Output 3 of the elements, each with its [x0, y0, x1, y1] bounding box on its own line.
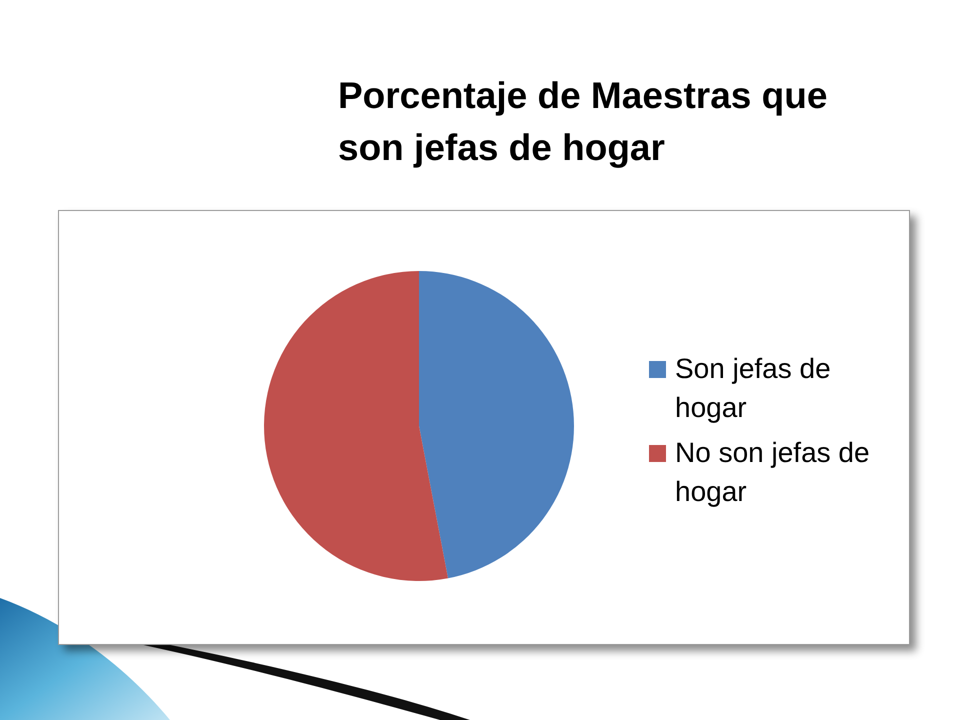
legend-label: No son jefas de hogar — [675, 436, 871, 509]
legend-label: Son jefas de hogar — [675, 352, 832, 425]
chart-title: Porcentaje de Maestras que son jefas de hogar — [338, 74, 828, 170]
